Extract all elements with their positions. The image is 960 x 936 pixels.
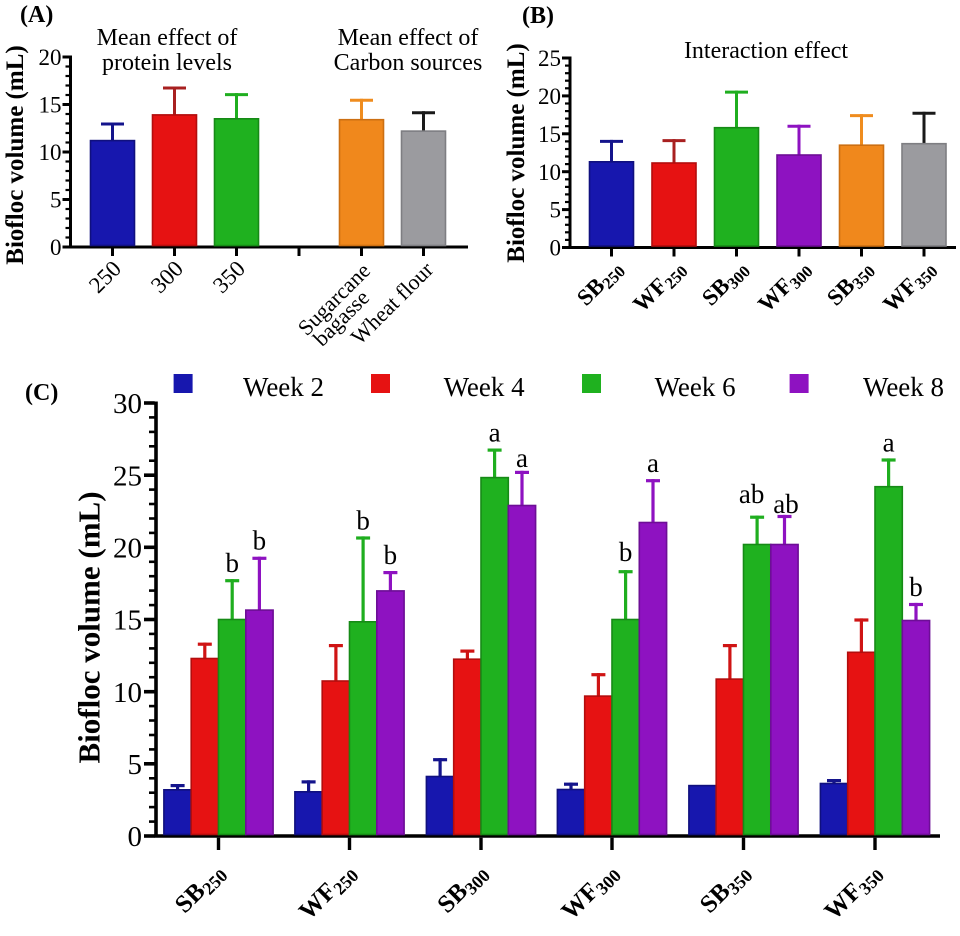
- svg-text:(C): (C): [25, 380, 58, 406]
- svg-text:20: 20: [113, 533, 142, 565]
- svg-text:20: 20: [538, 84, 561, 109]
- svg-text:10: 10: [538, 160, 561, 185]
- svg-text:b: b: [253, 526, 267, 556]
- svg-text:a: a: [883, 427, 895, 457]
- svg-text:30: 30: [113, 388, 142, 420]
- svg-text:ab: ab: [739, 479, 764, 509]
- svg-text:15: 15: [113, 605, 142, 637]
- svg-text:5: 5: [128, 749, 143, 781]
- svg-text:Week 6: Week 6: [655, 372, 736, 402]
- svg-text:b: b: [909, 572, 923, 602]
- svg-text:20: 20: [39, 45, 62, 70]
- svg-text:15: 15: [538, 122, 561, 147]
- svg-text:a: a: [516, 443, 528, 473]
- svg-text:(B): (B): [522, 3, 554, 29]
- svg-text:ab: ab: [773, 489, 798, 519]
- svg-text:Mean effect of: Mean effect of: [97, 25, 238, 51]
- svg-text:Mean effect of: Mean effect of: [338, 25, 479, 51]
- svg-text:15: 15: [39, 93, 62, 118]
- svg-text:0: 0: [50, 235, 62, 260]
- svg-text:a: a: [489, 418, 501, 448]
- svg-text:25: 25: [113, 460, 142, 492]
- svg-text:(A): (A): [20, 2, 53, 28]
- svg-text:Carbon sources: Carbon sources: [334, 50, 483, 76]
- svg-text:10: 10: [113, 677, 142, 709]
- svg-text:Interaction effect: Interaction effect: [684, 38, 848, 64]
- svg-text:Biofloc volume (mL): Biofloc volume (mL): [2, 45, 29, 264]
- svg-text:5: 5: [550, 198, 562, 223]
- svg-text:Biofloc volume (mL): Biofloc volume (mL): [503, 43, 530, 262]
- svg-text:Week 8: Week 8: [863, 372, 944, 402]
- svg-text:a: a: [647, 448, 659, 478]
- svg-text:b: b: [356, 505, 370, 535]
- svg-text:protein levels: protein levels: [102, 50, 232, 76]
- svg-text:b: b: [384, 540, 398, 570]
- svg-text:b: b: [225, 548, 239, 578]
- svg-text:Biofloc volume (mL): Biofloc volume (mL): [72, 491, 107, 763]
- svg-text:0: 0: [128, 821, 143, 853]
- svg-text:0: 0: [550, 236, 562, 261]
- svg-text:Week 4: Week 4: [444, 372, 526, 402]
- svg-text:Week 2: Week 2: [243, 372, 324, 402]
- svg-text:b: b: [619, 537, 633, 567]
- svg-text:10: 10: [39, 140, 62, 165]
- svg-text:25: 25: [538, 46, 561, 71]
- svg-text:5: 5: [50, 188, 62, 213]
